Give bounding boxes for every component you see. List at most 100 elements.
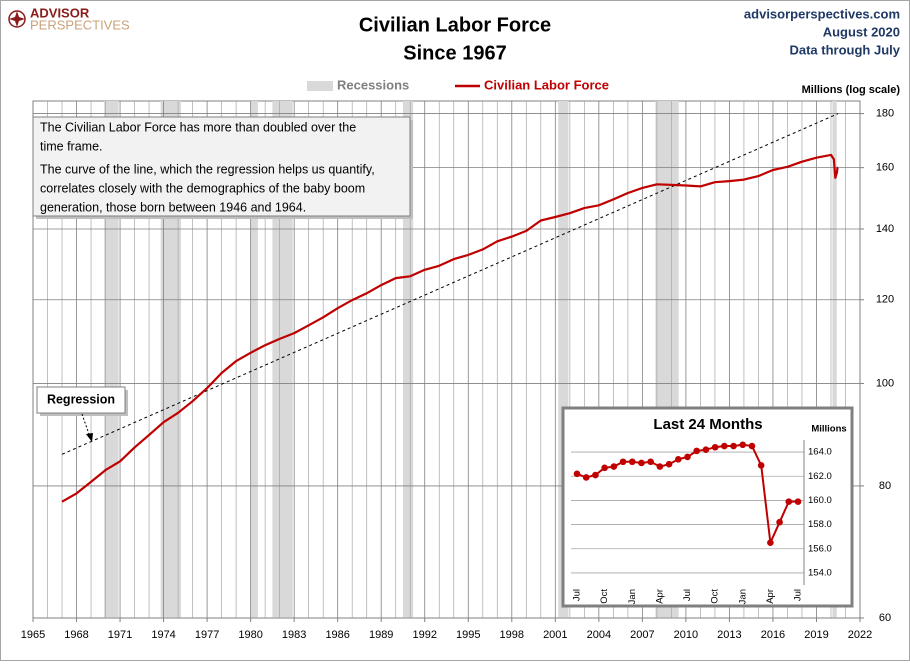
y-tick-label: 154.0 (808, 567, 832, 578)
annotation-text: correlates closely with the demographics… (40, 181, 365, 195)
x-tick-label: 2013 (717, 629, 741, 641)
annotation-text: time frame. (40, 139, 103, 153)
data-point (684, 453, 691, 461)
x-tick-label: 2004 (587, 629, 611, 641)
annotation-text: The Civilian Labor Force has more than d… (40, 120, 356, 134)
y-tick-label: 164.0 (808, 447, 832, 458)
data-point (785, 498, 793, 505)
regression-pointer (81, 413, 91, 438)
x-tick-label: 1983 (282, 629, 306, 641)
data-point (619, 458, 627, 466)
y-tick-label: 140 (876, 223, 894, 235)
x-tick-label: 1989 (369, 629, 393, 641)
data-point (776, 518, 783, 526)
chart-title: Civilian Labor Force (359, 14, 551, 36)
x-tick-label: Jul (682, 589, 693, 601)
legend-label: Civilian Labor Force (484, 77, 609, 92)
data-point (573, 470, 581, 478)
data-point (665, 460, 673, 468)
data-point (767, 539, 774, 547)
y-tick-label: 162.0 (808, 471, 832, 482)
data-point (610, 463, 618, 470)
regression-pointer-head (86, 433, 93, 442)
data-point (748, 442, 756, 450)
recession-band (832, 101, 837, 618)
data-point (592, 471, 599, 479)
data-point (628, 458, 636, 466)
data-point (794, 498, 802, 505)
x-tick-label: 1998 (500, 629, 524, 641)
x-tick-label: 1995 (456, 629, 480, 641)
x-tick-label: 2016 (761, 629, 785, 641)
logo-icon (8, 10, 26, 28)
data-point (730, 442, 737, 450)
data-point (638, 459, 645, 467)
recession-band (250, 101, 258, 618)
annotation-text: generation, those born between 1946 and … (40, 200, 306, 214)
x-tick-label: 2010 (674, 629, 698, 641)
x-tick-label: Jul (793, 589, 804, 601)
x-tick-label: 1968 (64, 629, 88, 641)
data-point (757, 462, 765, 469)
recession-band (558, 101, 569, 618)
recession-band (272, 101, 293, 618)
data-point (693, 447, 701, 455)
x-tick-label: Apr (654, 589, 665, 604)
y-axis-label: Millions (log scale) (802, 84, 901, 96)
data-point (656, 463, 664, 470)
regression-label: Regression (47, 392, 115, 406)
x-tick-label: 1980 (238, 629, 262, 641)
x-tick-label: Oct (710, 589, 721, 604)
x-tick-label: Jan (737, 589, 748, 604)
inset-y-label: Millions (811, 424, 846, 435)
y-tick-label: 100 (876, 377, 894, 389)
recession-band (104, 101, 119, 618)
y-tick-label: 156.0 (808, 543, 832, 554)
annotation-text: The curve of the line, which the regress… (40, 162, 375, 176)
x-tick-label: Apr (765, 589, 776, 604)
recession-band (160, 101, 181, 618)
regression-label-box (36, 386, 126, 414)
source: advisorperspectives.com (744, 6, 900, 21)
x-tick-label: 2007 (630, 629, 654, 641)
data-line (61, 153, 839, 503)
data-point (674, 456, 682, 463)
data-point (647, 458, 654, 466)
x-tick-label: 1992 (412, 629, 436, 641)
source: Data through July (789, 42, 900, 57)
data-point (601, 464, 608, 472)
x-tick-label: 1965 (21, 629, 45, 641)
data-point (702, 446, 710, 453)
y-tick-label: 160.0 (808, 495, 832, 506)
x-tick-label: 2001 (543, 629, 567, 641)
logo-text: PERSPECTIVES (30, 17, 130, 32)
x-tick-label: 1974 (151, 629, 175, 641)
annotation-box (32, 116, 411, 217)
recession-band (402, 101, 414, 618)
logo-text: ADVISOR (30, 5, 90, 20)
data-point (582, 474, 590, 481)
y-tick-label: 80 (879, 480, 891, 492)
y-tick-label: 160 (876, 162, 894, 174)
x-tick-label: Oct (599, 589, 610, 604)
data-point (711, 443, 719, 451)
data-point (739, 441, 747, 449)
source: August 2020 (823, 24, 900, 39)
x-tick-label: 1977 (195, 629, 219, 641)
y-tick-label: 180 (876, 107, 894, 119)
y-tick-label: 60 (879, 612, 891, 624)
y-tick-label: 158.0 (808, 519, 832, 530)
x-tick-label: 2019 (804, 629, 828, 641)
chart-subtitle: Since 1967 (403, 42, 506, 64)
x-tick-label: 2022 (848, 629, 872, 641)
legend-label: Recessions (337, 77, 409, 92)
y-tick-label: 120 (876, 294, 894, 306)
x-tick-label: 1986 (325, 629, 349, 641)
x-tick-label: Jan (627, 589, 638, 604)
x-tick-label: Jul (572, 589, 583, 601)
legend-swatch (307, 81, 333, 91)
inset-title: Last 24 Months (653, 416, 762, 433)
data-point (721, 442, 728, 450)
